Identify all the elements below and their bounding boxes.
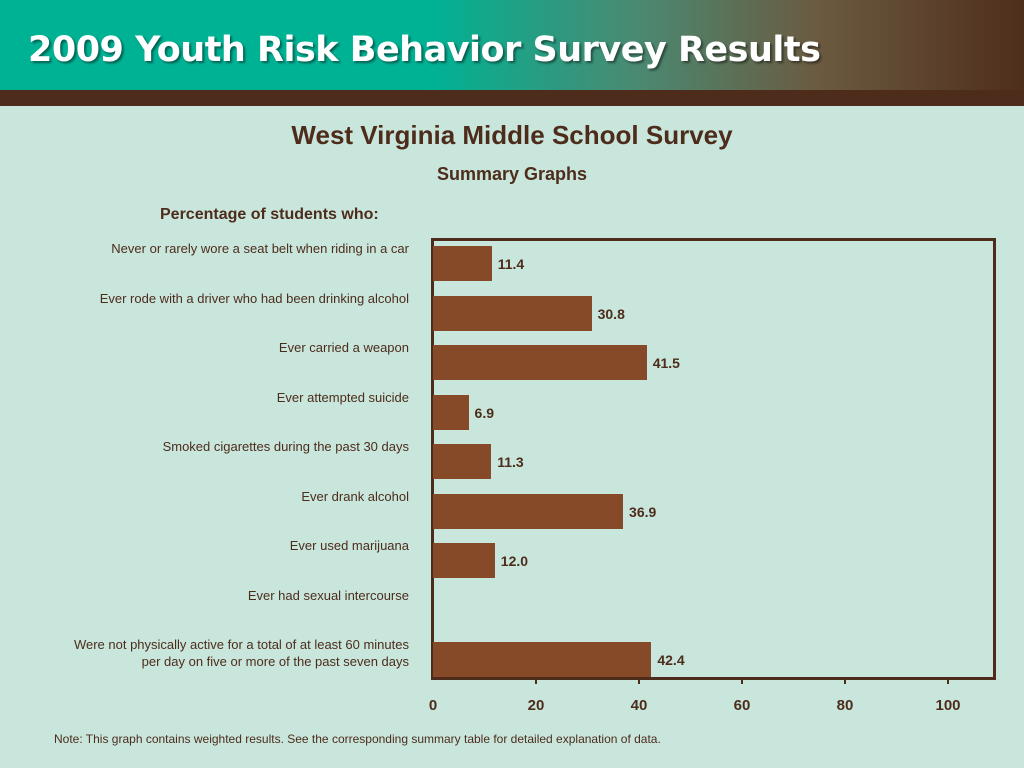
plot-area	[431, 238, 996, 680]
category-label: Ever carried a weapon	[278, 340, 409, 355]
data-label: 41.5	[652, 355, 680, 371]
data-label: 30.8	[597, 305, 625, 322]
category-label: Ever used marijuana	[289, 538, 409, 553]
category-label: Ever drank alcohol	[301, 488, 409, 504]
data-label: 12.0	[500, 553, 529, 569]
category-label: Were not physically active for a total o…	[73, 637, 409, 669]
y-axis-label: Percentage of students who:	[160, 206, 379, 223]
category-label: Never or rarely wore a seat belt when ri…	[111, 241, 409, 256]
chart-title: West Virginia Middle School Survey	[291, 120, 733, 150]
data-label: 11.3	[497, 454, 524, 470]
x-tick	[741, 678, 743, 684]
bar	[433, 345, 647, 380]
header-banner: 2009 Youth Risk Behavior Survey Results	[0, 0, 1024, 90]
data-label: 36.9	[629, 503, 657, 520]
x-tick-label: 80	[836, 697, 854, 714]
bar	[433, 394, 469, 430]
data-label: 6.9	[474, 404, 494, 421]
x-tick	[844, 678, 846, 684]
x-tick-label: 100	[935, 697, 961, 714]
x-tick	[638, 678, 640, 684]
category-label: Ever had sexual intercourse	[247, 587, 409, 603]
x-tick-label: 0	[428, 697, 438, 714]
chart-subtitle: Summary Graphs	[436, 164, 588, 184]
header-divider	[0, 90, 1024, 106]
x-tick-label: 20	[527, 697, 545, 714]
banner-title: 2009 Youth Risk Behavior Survey Results	[28, 30, 821, 70]
x-tick	[947, 678, 949, 684]
footnote: Note: This graph contains weighted resul…	[54, 732, 661, 746]
bar	[433, 543, 495, 578]
x-tick-label: 60	[733, 697, 751, 714]
category-label: Ever attempted suicide	[276, 389, 409, 405]
category-label: Ever rode with a driver who had been dri…	[99, 290, 409, 306]
bar	[433, 444, 492, 479]
bar	[433, 246, 492, 281]
bar	[433, 295, 592, 331]
x-tick-label: 40	[630, 697, 648, 714]
bar	[433, 493, 624, 529]
category-label: Smoked cigarettes during the past 30 day…	[162, 439, 409, 454]
data-label: 42.4	[657, 652, 685, 668]
bar	[433, 642, 652, 677]
data-label: 11.4	[497, 256, 525, 272]
x-tick	[535, 678, 537, 684]
